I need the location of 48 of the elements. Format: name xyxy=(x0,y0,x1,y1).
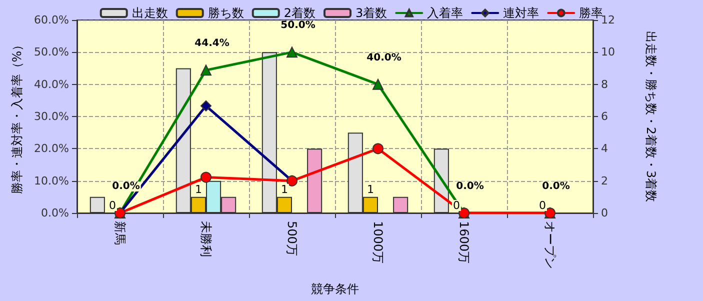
data-label: 0 xyxy=(108,199,116,212)
data-label: 0.0% xyxy=(542,181,570,192)
data-label: 0.0% xyxy=(112,181,140,192)
x-tick-label: 1600万 xyxy=(457,221,471,264)
y-tick-label: 50.0% xyxy=(34,46,69,59)
legend-label: 勝ち数 xyxy=(208,6,244,20)
point xyxy=(372,143,384,154)
y2-tick-label: 6 xyxy=(601,110,608,123)
legend-label: 3着数 xyxy=(356,6,388,20)
point xyxy=(200,100,212,112)
y2-tick-label: 8 xyxy=(601,78,608,91)
data-label: 50.0% xyxy=(280,20,316,32)
point xyxy=(286,46,298,58)
legend-label: 出走数 xyxy=(132,6,168,20)
data-label: 0 xyxy=(538,199,546,212)
point xyxy=(372,78,384,90)
x-tick-label: オープン xyxy=(543,221,557,269)
data-label: 0 xyxy=(452,199,460,212)
x-tick-label: 1000万 xyxy=(371,221,385,264)
data-label: 40.0% xyxy=(366,52,402,64)
point xyxy=(200,172,212,183)
y-tick-label: 10.0% xyxy=(34,174,69,188)
data-label: 1 xyxy=(194,182,202,196)
y2-tick-label: 0 xyxy=(601,206,608,220)
y-tick-label: 20.0% xyxy=(34,142,69,156)
y2-tick-label: 12 xyxy=(601,14,615,26)
legend-label: 2着数 xyxy=(284,6,316,20)
y2-tick-label: 4 xyxy=(601,142,608,156)
y2-tick-label: 10 xyxy=(601,46,615,59)
legend-label: 連対率 xyxy=(503,6,540,20)
y2-tick-label: 2 xyxy=(601,174,608,188)
y-tick-label: 30.0% xyxy=(34,110,69,123)
x-tick-label: 新馬 xyxy=(113,221,127,245)
y-tick-label: 40.0% xyxy=(34,78,69,91)
x-tick-label: 未勝利 xyxy=(199,221,213,257)
data-label: 0.0% xyxy=(456,181,484,192)
data-label: 1 xyxy=(366,182,374,196)
point xyxy=(200,64,212,76)
y2-axis-title: 出走数・勝ち数・2着数・3着数 xyxy=(644,30,658,202)
data-label: 44.4% xyxy=(194,38,230,50)
x-axis-title: 競争条件 xyxy=(311,282,359,296)
data-label: 1 xyxy=(280,182,288,196)
y-axis-title: 勝率・連対率・入着率（%） xyxy=(10,38,24,194)
y-tick-label: 0.0% xyxy=(41,206,69,220)
legend-label: 勝率 xyxy=(579,6,604,20)
x-tick-label: 500万 xyxy=(285,221,299,256)
legend-label: 入着率 xyxy=(427,6,464,20)
y-tick-label: 60.0% xyxy=(34,14,69,26)
